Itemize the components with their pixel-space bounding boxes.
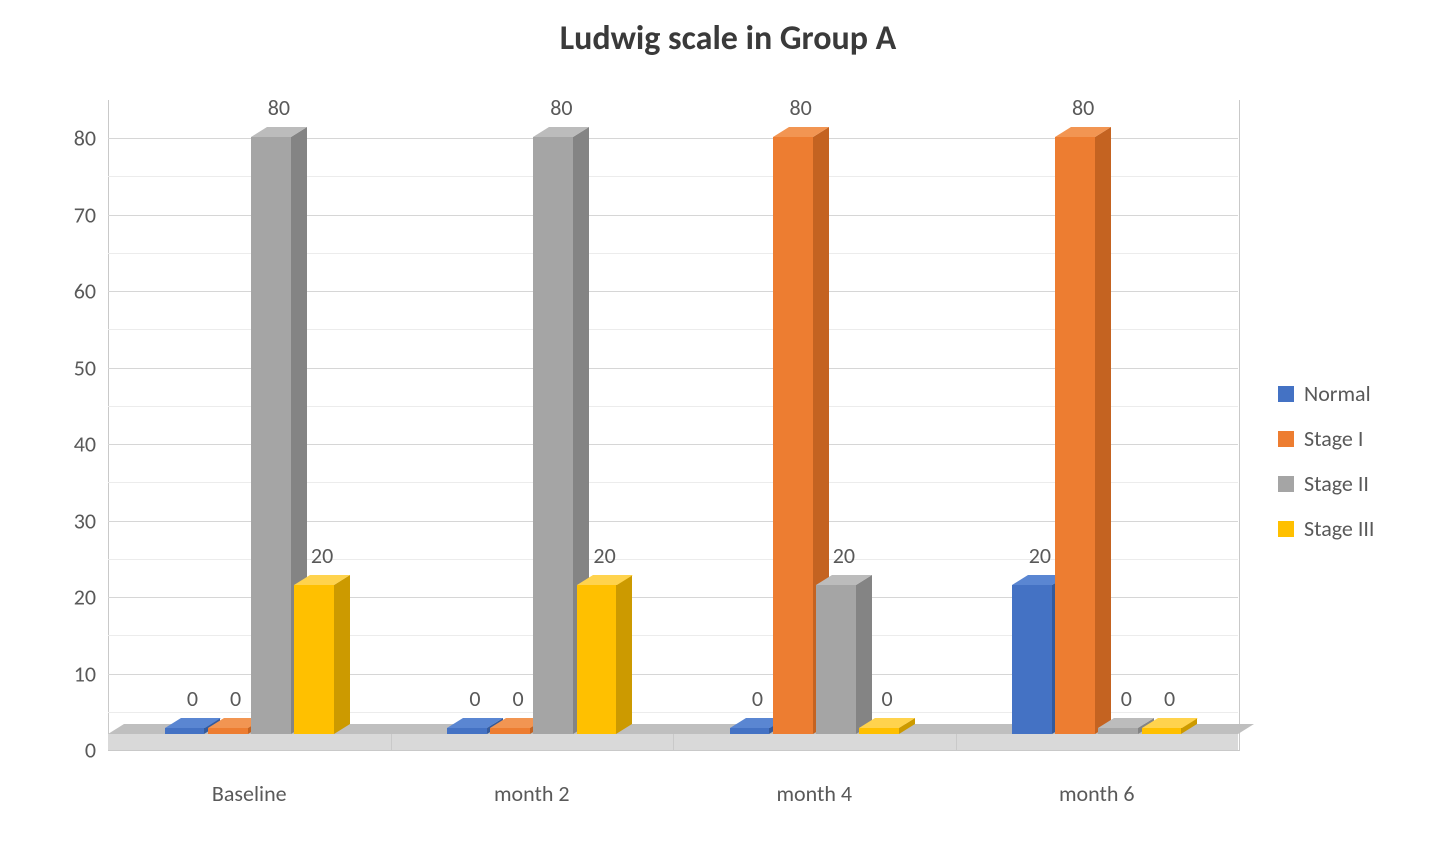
bar-value-label: 80 [550,94,572,121]
bar [1098,728,1138,750]
legend-item: Stage I [1278,425,1374,452]
x-tick-label: month 4 [776,780,852,807]
x-tick-label: Baseline [212,780,287,807]
y-tick-label: 70 [74,201,96,228]
bar-value-label: 0 [1164,685,1175,712]
bar [490,728,530,750]
bar-value-label: 0 [1121,685,1132,712]
legend-label: Stage I [1304,425,1363,452]
legend-swatch [1278,476,1294,492]
bar-value-label: 20 [833,542,855,569]
bar-value-label: 0 [882,685,893,712]
bar [730,728,770,750]
y-tick-label: 40 [74,431,96,458]
bar [251,137,291,750]
bar [447,728,487,750]
bar-value-label: 20 [1029,542,1051,569]
bar [294,585,334,750]
x-tick-label: month 2 [494,780,570,807]
legend-label: Stage III [1304,515,1374,542]
bar-value-label: 0 [230,685,241,712]
y-tick-label: 50 [74,354,96,381]
legend-swatch [1278,431,1294,447]
chart-container: Ludwig scale in Group A 0 10 20 30 40 50 60 70 8… [0,0,1456,865]
bar-value-label: 20 [311,542,333,569]
bar-value-label: 0 [187,685,198,712]
bar [577,585,617,750]
bar-value-label: 20 [593,542,615,569]
legend-swatch [1278,386,1294,402]
bar [165,728,205,750]
bar-value-label: 0 [513,685,524,712]
bar [1142,728,1182,750]
x-tick-label: month 6 [1059,780,1135,807]
legend: Normal Stage I Stage II Stage III [1278,380,1374,560]
y-tick-label: 0 [85,737,96,764]
plot-area: 01020304050607080Baseline008020month 200… [108,100,1238,750]
y-tick-label: 20 [74,584,96,611]
bar-value-label: 80 [1072,94,1094,121]
legend-swatch [1278,521,1294,537]
chart-title: Ludwig scale in Group A [0,18,1456,59]
legend-item: Normal [1278,380,1374,407]
bar [1012,585,1052,750]
legend-item: Stage III [1278,515,1374,542]
bar [533,137,573,750]
y-tick-label: 60 [74,278,96,305]
bar-value-label: 0 [469,685,480,712]
bar-value-label: 80 [789,94,811,121]
group-divider [391,734,392,750]
y-tick-label: 80 [74,125,96,152]
y-tick-label: 10 [74,660,96,687]
group-divider [673,734,674,750]
legend-item: Stage II [1278,470,1374,497]
bar [773,137,813,750]
bar [208,728,248,750]
bar-value-label: 80 [268,94,290,121]
group-divider [956,734,957,750]
bar-value-label: 0 [752,685,763,712]
bar [1055,137,1095,750]
bar [816,585,856,750]
y-tick-label: 30 [74,507,96,534]
bar [859,728,899,750]
legend-label: Normal [1304,380,1371,407]
legend-label: Stage II [1304,470,1369,497]
